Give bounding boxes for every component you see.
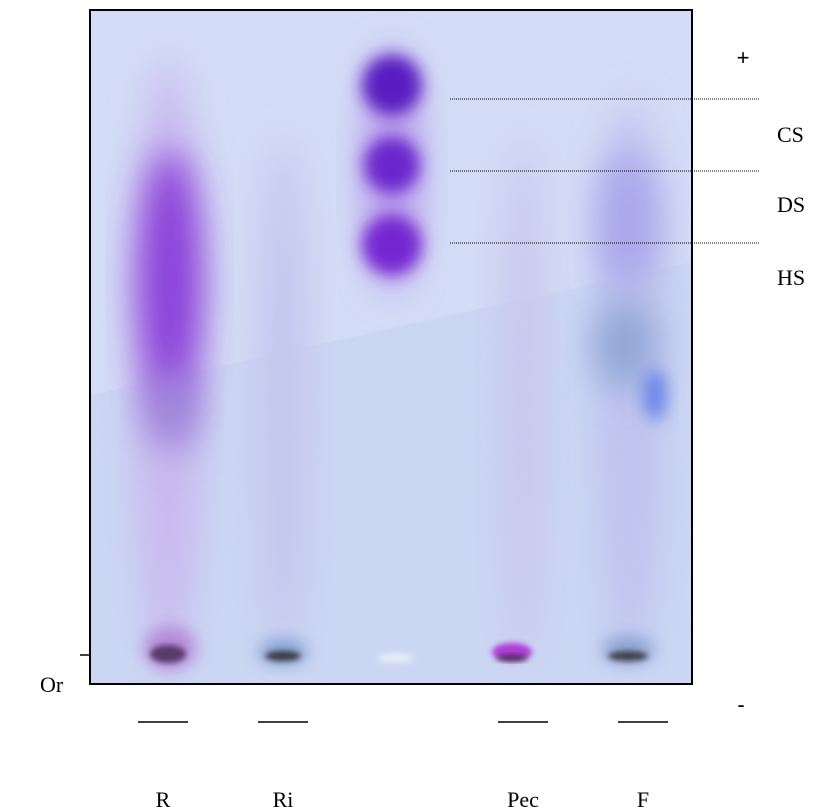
band-label: DS (777, 192, 805, 217)
lane-label: Pec (507, 787, 539, 812)
band-label: CS (777, 122, 804, 147)
negative-label: - (737, 692, 744, 717)
band-guides (450, 98, 760, 244)
lane-label: F (637, 787, 649, 812)
lane-label: Ri (273, 787, 294, 812)
gel-border (89, 9, 693, 685)
positive-label: + (737, 45, 750, 70)
band-label: HS (777, 265, 805, 290)
origin-label: Or (40, 672, 64, 697)
lane-label: R (156, 787, 171, 812)
gel (90, 10, 692, 684)
